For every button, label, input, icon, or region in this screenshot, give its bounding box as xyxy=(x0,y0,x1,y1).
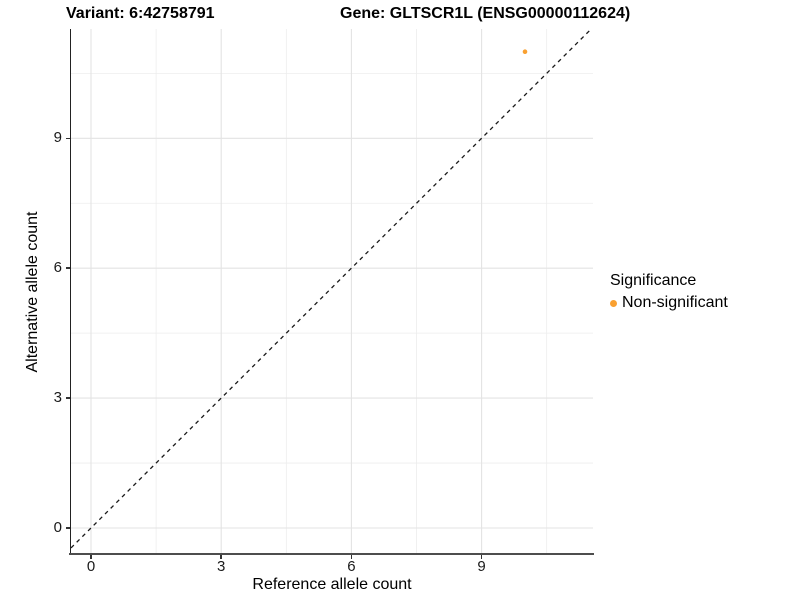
plot-title-gene: Gene: GLTSCR1L (ENSG00000112624) xyxy=(340,5,631,22)
non-significant-dot-icon xyxy=(610,299,617,307)
x-axis-title: Reference allele count xyxy=(252,576,412,593)
plot-panel xyxy=(71,29,593,553)
x-tick-mark xyxy=(350,554,353,559)
legend-item-non-significant: Non-significant xyxy=(610,294,728,312)
y-tick-label: 6 xyxy=(53,259,62,277)
y-axis-title: Alternative allele count xyxy=(24,211,41,373)
y-tick-mark xyxy=(65,527,70,529)
legend-title: Significance xyxy=(610,272,697,289)
y-tick-label: 9 xyxy=(53,129,62,147)
legend: Significance Non-significant xyxy=(610,271,728,312)
plot-title-variant: Variant: 6:42758791 xyxy=(66,5,215,22)
x-tick-label: 3 xyxy=(217,558,226,575)
identity-line xyxy=(71,29,592,549)
x-tick-label: 6 xyxy=(347,558,356,575)
y-tick-mark xyxy=(65,397,70,399)
x-tick-mark xyxy=(220,554,222,559)
y-axis-line xyxy=(69,29,71,553)
x-tick-label: 0 xyxy=(86,558,96,575)
legend-item-label: Non-significant xyxy=(622,294,728,311)
x-axis-line xyxy=(69,552,594,555)
x-tick-label: 9 xyxy=(477,558,486,575)
y-tick-mark xyxy=(65,267,70,269)
y-tick-label: 0 xyxy=(53,519,62,536)
x-tick-mark xyxy=(480,554,483,559)
y-tick-label: 3 xyxy=(53,389,62,407)
x-tick-mark xyxy=(90,554,92,559)
y-tick-mark xyxy=(65,137,70,140)
data-point xyxy=(522,49,528,54)
